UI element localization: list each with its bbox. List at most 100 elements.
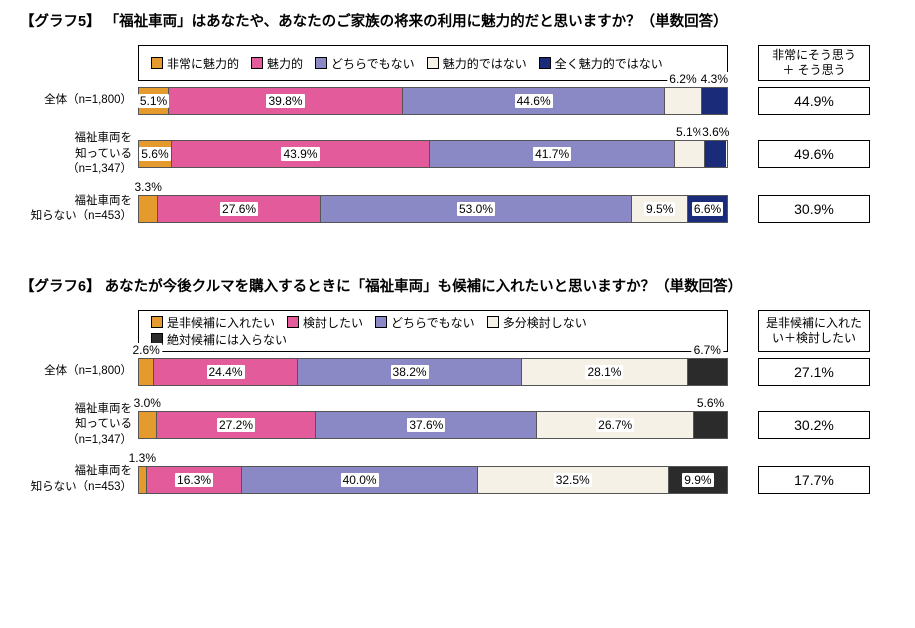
bar-segment: 6.2% [665, 88, 701, 114]
row-label: 全体（n=1,800） [20, 364, 138, 380]
legend-label: 魅力的 [267, 55, 303, 72]
segment-value: 9.9% [682, 473, 713, 487]
legend-item: 絶対候補には入らない [151, 331, 287, 348]
segment-value: 4.3% [699, 72, 730, 86]
chart-row: 福祉車両を 知らない（n=453）3.3%27.6%53.0%9.5%6.6%3… [20, 194, 895, 225]
bar-segment: 1.3% [139, 467, 147, 493]
segment-value: 3.3% [133, 180, 164, 194]
bar-segment: 43.9% [172, 141, 430, 167]
chart-row: 福祉車両を 知らない（n=453）1.3%16.3%40.0%32.5%9.9%… [20, 464, 895, 495]
bar-segment: 27.6% [158, 196, 320, 222]
segment-value: 28.1% [585, 365, 623, 379]
legend-swatch [251, 57, 263, 69]
segment-value: 6.6% [692, 202, 723, 216]
row-sum: 44.9% [758, 87, 870, 115]
legend-row: 非常に魅力的魅力的どちらでもない魅力的ではない全く魅力的ではない非常にそう思う … [138, 45, 895, 81]
row-sum: 49.6% [758, 140, 870, 168]
chart-row: 福祉車両を 知っている（n=1,347）5.6% 43.9% 41.7% 5.1%3.… [20, 131, 895, 178]
segment-value: 41.7% [533, 147, 571, 161]
chart-block-0: 【グラフ5】 「福祉車両」はあなたや、あなたのご家族の将来の利用に魅力的だと思い… [20, 10, 895, 225]
bar-segment: 40.0% [242, 467, 477, 493]
legend-item: 魅力的 [251, 55, 303, 72]
legend-swatch [151, 57, 163, 69]
row-label: 全体（n=1,800） [20, 93, 138, 109]
bar-segment: 32.5% [478, 467, 669, 493]
bar-segment: 9.5% [632, 196, 688, 222]
segment-value: 26.7% [596, 418, 634, 432]
segment-value: 44.6% [515, 94, 553, 108]
legend-swatch [539, 57, 551, 69]
segment-value: 39.8% [266, 94, 304, 108]
legend-label: 絶対候補には入らない [167, 331, 287, 348]
legend-item: 非常に魅力的 [151, 55, 239, 72]
segment-value: 9.5% [644, 202, 675, 216]
bar-segment: 27.2% [157, 412, 317, 438]
row-label: 福祉車両を 知っている（n=1,347） [20, 131, 138, 178]
legend: 非常に魅力的 魅力的 どちらでもない 魅力的ではない 全く魅力的ではない [138, 45, 728, 81]
legend-item: 全く魅力的ではない [539, 55, 663, 72]
legend-label: どちらでもない [391, 314, 475, 331]
legend-item: 魅力的ではない [427, 55, 527, 72]
stacked-bar: 5.1% 39.8% 44.6% 6.2%4.3% [138, 87, 728, 115]
row-sum: 27.1% [758, 358, 870, 386]
legend-item: 検討したい [287, 314, 363, 331]
bar-segment: 5.6% [694, 412, 727, 438]
segment-value: 3.6% [700, 125, 731, 139]
legend-item: 是非候補に入れたい [151, 314, 275, 331]
segment-value: 32.5% [554, 473, 592, 487]
bar-segment: 5.6% [139, 141, 172, 167]
chart-row: 全体（n=1,800）2.6% 24.4% 38.2% 28.1% 6.7% 27.1% [20, 358, 895, 386]
segment-value: 6.2% [667, 72, 698, 86]
bar-segment: 37.6% [316, 412, 537, 438]
bar-segment: 53.0% [321, 196, 633, 222]
stacked-bar: 2.6% 24.4% 38.2% 28.1% 6.7% [138, 358, 728, 386]
legend-swatch [315, 57, 327, 69]
legend-swatch [427, 57, 439, 69]
bar-segment: 5.1% [139, 88, 169, 114]
bar-segment: 26.7% [537, 412, 694, 438]
segment-value: 37.6% [407, 418, 445, 432]
segment-value: 6.7% [692, 343, 723, 357]
segment-value: 43.9% [281, 147, 319, 161]
bar-segment: 2.6% [139, 359, 154, 385]
legend-swatch [487, 316, 499, 328]
legend-item: どちらでもない [375, 314, 475, 331]
chart-title: 【グラフ6】 あなたが今後クルマを購入するときに「福祉車両」も候補に入れたいと思… [20, 275, 895, 296]
bar-segment: 28.1% [522, 359, 687, 385]
legend-label: 是非候補に入れたい [167, 314, 275, 331]
row-sum: 17.7% [758, 466, 870, 494]
legend-label: どちらでもない [331, 55, 415, 72]
segment-value: 5.6% [695, 396, 726, 410]
stacked-bar: 3.0%27.2% 37.6% 26.7% 5.6% [138, 411, 728, 439]
row-label: 福祉車両を 知らない（n=453） [20, 194, 138, 225]
legend-label: 全く魅力的ではない [555, 55, 663, 72]
chart-row: 福祉車両を 知っている（n=1,347）3.0%27.2% 37.6% 26.7% 5… [20, 402, 895, 449]
segment-value: 3.0% [132, 396, 163, 410]
bar-segment: 6.7% [688, 359, 727, 385]
bar-segment: 5.1% [675, 141, 705, 167]
segment-value: 40.0% [341, 473, 379, 487]
segment-value: 53.0% [457, 202, 495, 216]
chart-row: 全体（n=1,800）5.1% 39.8% 44.6% 6.2%4.3% 44.9% [20, 87, 895, 115]
bar-segment: 9.9% [669, 467, 727, 493]
legend-swatch [287, 316, 299, 328]
bar-segment: 3.6% [705, 141, 726, 167]
bar-segment: 38.2% [298, 359, 523, 385]
segment-value: 5.1% [138, 94, 169, 108]
stacked-bar: 5.6% 43.9% 41.7% 5.1%3.6% [138, 140, 728, 168]
segment-value: 16.3% [175, 473, 213, 487]
row-label: 福祉車両を 知っている（n=1,347） [20, 402, 138, 449]
legend-row: 是非候補に入れたい検討したいどちらでもない多分検討しない絶対候補には入らない是非… [138, 310, 895, 352]
stacked-bar: 1.3% 16.3% 40.0% 32.5% 9.9% [138, 466, 728, 494]
legend-label: 非常に魅力的 [167, 55, 239, 72]
segment-value: 2.6% [130, 343, 161, 357]
row-sum: 30.2% [758, 411, 870, 439]
bar-segment: 39.8% [169, 88, 403, 114]
bar-segment: 4.3% [702, 88, 727, 114]
segment-value: 24.4% [207, 365, 245, 379]
segment-value: 38.2% [391, 365, 429, 379]
bar-segment: 3.3% [139, 196, 158, 222]
segment-value: 1.3% [127, 451, 158, 465]
bar-segment: 3.0% [139, 412, 157, 438]
legend-label: 魅力的ではない [443, 55, 527, 72]
